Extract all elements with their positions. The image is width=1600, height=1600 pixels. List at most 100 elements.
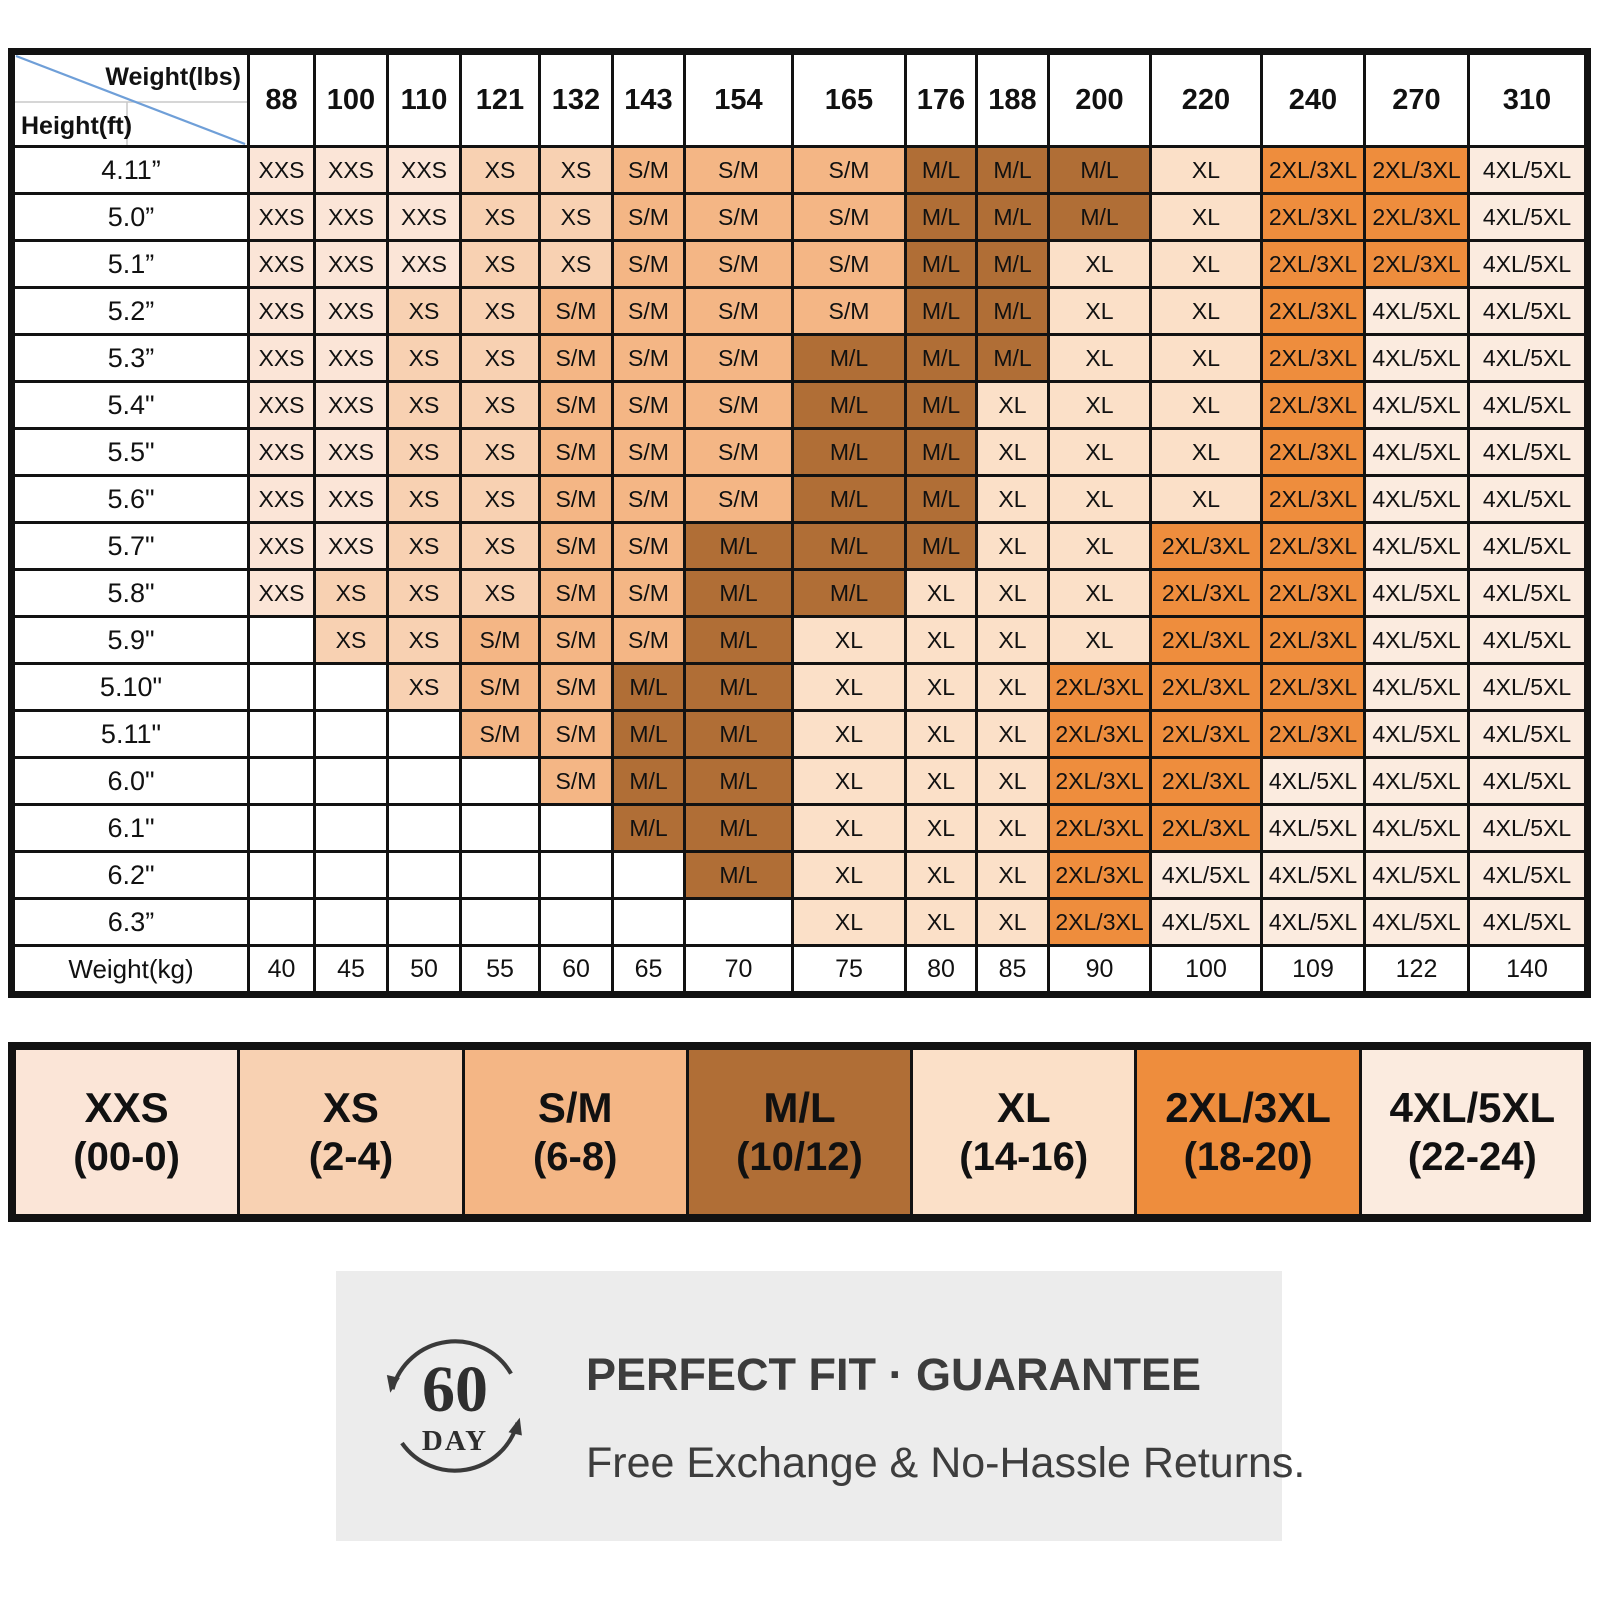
size-cell: S/M xyxy=(614,289,683,333)
size-cell: XL xyxy=(978,853,1047,897)
height-row-label: 5.11" xyxy=(15,712,247,756)
size-cell: M/L xyxy=(794,571,904,615)
size-cell: 2XL/3XL xyxy=(1263,336,1363,380)
weight-kg-value: 85 xyxy=(978,947,1047,991)
legend-item: XS (2-4) xyxy=(240,1050,462,1214)
size-cell: M/L xyxy=(907,242,975,286)
size-cell: M/L xyxy=(614,665,683,709)
size-cell: S/M xyxy=(541,618,611,662)
size-cell: 4XL/5XL xyxy=(1366,477,1467,521)
size-cell: 4XL/5XL xyxy=(1366,618,1467,662)
size-cell: 4XL/5XL xyxy=(1366,524,1467,568)
size-cell: XL xyxy=(1050,242,1149,286)
size-cell: XS xyxy=(389,430,459,474)
size-cell: S/M xyxy=(462,665,538,709)
size-cell: XL xyxy=(978,383,1047,427)
size-cell: 2XL/3XL xyxy=(1152,665,1260,709)
size-cell: XS xyxy=(462,336,538,380)
size-cell: 4XL/5XL xyxy=(1366,336,1467,380)
weight-kg-value: 75 xyxy=(794,947,904,991)
size-cell: S/M xyxy=(462,618,538,662)
size-cell: XXS xyxy=(389,148,459,192)
size-cell: 2XL/3XL xyxy=(1263,242,1363,286)
size-cell: XL xyxy=(978,571,1047,615)
weight-lbs-header: 188 xyxy=(978,55,1047,145)
size-cell: M/L xyxy=(794,524,904,568)
size-cell: XXS xyxy=(316,383,386,427)
size-cell: XL xyxy=(794,618,904,662)
weight-kg-value: 65 xyxy=(614,947,683,991)
weight-lbs-header: 240 xyxy=(1263,55,1363,145)
legend-range-label: (00-0) xyxy=(73,1135,180,1180)
size-cell: S/M xyxy=(686,148,791,192)
size-cell: S/M xyxy=(541,289,611,333)
size-cell: S/M xyxy=(462,712,538,756)
guarantee-subtitle: Free Exchange & No-Hassle Returns. xyxy=(586,1439,1306,1487)
size-cell: S/M xyxy=(541,759,611,803)
size-cell: XL xyxy=(907,571,975,615)
size-cell: S/M xyxy=(614,195,683,239)
size-cell: 2XL/3XL xyxy=(1263,524,1363,568)
badge-text: 60 DAY xyxy=(372,1323,538,1489)
size-cell: S/M xyxy=(614,148,683,192)
size-cell: XS xyxy=(462,242,538,286)
size-cell: XS xyxy=(462,430,538,474)
size-cell: XL xyxy=(1152,148,1260,192)
size-cell: 2XL/3XL xyxy=(1366,242,1467,286)
size-cell: S/M xyxy=(686,383,791,427)
size-cell: XL xyxy=(1152,195,1260,239)
size-cell xyxy=(250,853,313,897)
size-cell: M/L xyxy=(614,759,683,803)
size-cell xyxy=(541,806,611,850)
size-cell: 2XL/3XL xyxy=(1263,618,1363,662)
size-cell xyxy=(316,806,386,850)
size-cell: 2XL/3XL xyxy=(1050,759,1149,803)
size-cell: 4XL/5XL xyxy=(1470,853,1584,897)
height-row-label: 5.7" xyxy=(15,524,247,568)
weight-lbs-header: 200 xyxy=(1050,55,1149,145)
size-cell: S/M xyxy=(541,571,611,615)
size-cell: S/M xyxy=(541,430,611,474)
size-cell: M/L xyxy=(907,289,975,333)
size-cell: XXS xyxy=(316,336,386,380)
size-cell: S/M xyxy=(541,524,611,568)
height-row-label: 5.2” xyxy=(15,289,247,333)
size-cell: 4XL/5XL xyxy=(1470,524,1584,568)
size-cell: XL xyxy=(907,900,975,944)
size-cell xyxy=(541,853,611,897)
legend-range-label: (10/12) xyxy=(736,1135,863,1180)
size-cell: XL xyxy=(1152,430,1260,474)
height-row-label: 6.0" xyxy=(15,759,247,803)
size-cell: XL xyxy=(978,477,1047,521)
size-cell: XL xyxy=(1050,289,1149,333)
size-legend: XXS (00-0) XS (2-4) S/M (6-8) M/L (10/12) XL (14-… xyxy=(8,1042,1591,1222)
size-cell: S/M xyxy=(541,383,611,427)
size-cell: 4XL/5XL xyxy=(1366,900,1467,944)
size-cell: XL xyxy=(794,806,904,850)
size-cell: 4XL/5XL xyxy=(1470,806,1584,850)
legend-item: S/M (6-8) xyxy=(464,1050,686,1214)
size-cell: XXS xyxy=(250,195,313,239)
size-cell: 2XL/3XL xyxy=(1050,900,1149,944)
size-cell: 2XL/3XL xyxy=(1263,289,1363,333)
size-cell xyxy=(389,712,459,756)
height-row-label: 4.11” xyxy=(15,148,247,192)
size-cell xyxy=(389,759,459,803)
size-cell: XL xyxy=(1152,477,1260,521)
size-cell: 4XL/5XL xyxy=(1263,853,1363,897)
size-cell: 4XL/5XL xyxy=(1366,289,1467,333)
size-cell: 4XL/5XL xyxy=(1366,430,1467,474)
size-cell: XL xyxy=(1050,383,1149,427)
size-cell: M/L xyxy=(1050,148,1149,192)
size-cell: 2XL/3XL xyxy=(1263,148,1363,192)
size-cell xyxy=(389,806,459,850)
weight-lbs-header: 132 xyxy=(541,55,611,145)
size-cell: XL xyxy=(794,712,904,756)
weight-lbs-header: 121 xyxy=(462,55,538,145)
weight-lbs-header: 154 xyxy=(686,55,791,145)
badge-number: 60 xyxy=(422,1352,488,1426)
size-cell: XL xyxy=(907,806,975,850)
size-cell: S/M xyxy=(686,289,791,333)
size-cell: XL xyxy=(794,853,904,897)
weight-kg-value: 60 xyxy=(541,947,611,991)
